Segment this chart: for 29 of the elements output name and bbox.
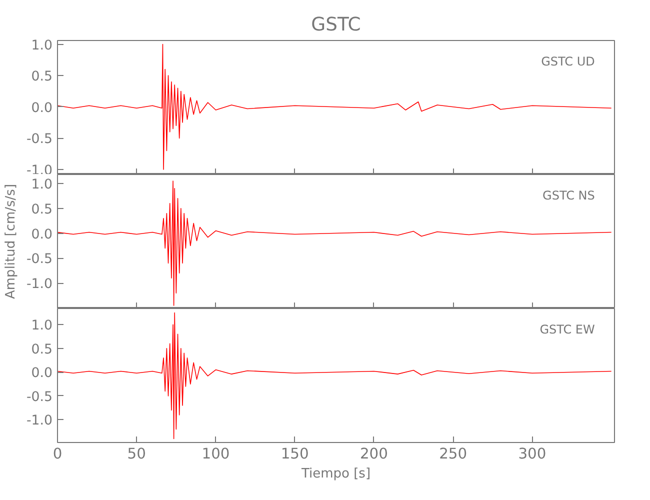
annotation: GSTC NS: [542, 188, 595, 202]
y-tick-label: -1.0: [26, 414, 53, 429]
annotation: GSTC UD: [541, 54, 595, 68]
y-tick-label: 1.0: [31, 38, 53, 54]
x-tick-label: 300: [518, 446, 546, 462]
y-tick-label: 1.0: [31, 318, 53, 334]
x-axis-title: Tiempo [s]: [300, 466, 371, 482]
x-tick-label: 0: [52, 446, 62, 462]
x-tick-label: 150: [280, 446, 309, 462]
y-axis-title: Amplitud [cm/s/s]: [3, 184, 18, 300]
y-tick-label: -0.5: [26, 252, 53, 268]
y-tick-label: -0.5: [26, 132, 53, 148]
chart-title: GSTC: [311, 14, 361, 36]
x-tick-label: 100: [202, 446, 230, 462]
y-tick-label: 0.0: [31, 366, 53, 382]
y-tick-label: 0.5: [31, 342, 53, 358]
y-tick-label: -1.0: [26, 277, 53, 292]
y-tick-label: 1.0: [31, 177, 53, 192]
line-series: [58, 312, 612, 440]
y-tick-label: 0.0: [31, 100, 53, 116]
x-tick-label: 200: [360, 446, 388, 462]
x-tick-label: 250: [439, 446, 468, 462]
y-tick-label: -0.5: [26, 390, 53, 405]
x-tick-label: 50: [127, 446, 146, 462]
y-tick-label: 0.5: [31, 70, 53, 85]
annotation: GSTC EW: [540, 322, 596, 336]
line-series: [58, 44, 612, 170]
y-tick-label: 0.0: [31, 227, 53, 242]
y-tick-label: 0.5: [31, 202, 53, 218]
